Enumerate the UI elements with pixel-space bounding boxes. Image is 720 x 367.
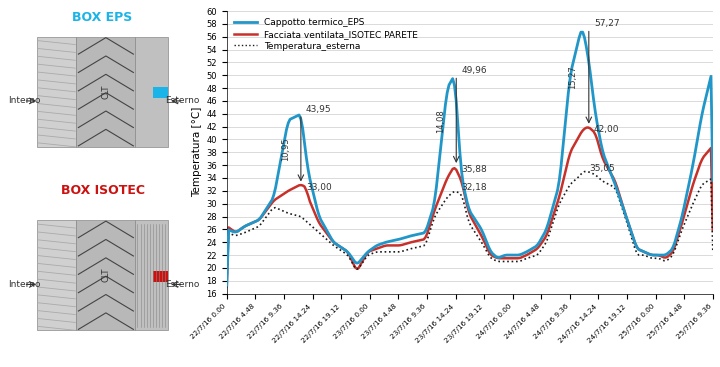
Text: 14,08: 14,08 — [436, 109, 445, 132]
Bar — [76, 220, 135, 330]
Legend: Cappotto termico_EPS, Facciata ventilata_ISOTEC PARETE, Temperatura_esterna: Cappotto termico_EPS, Facciata ventilata… — [231, 15, 420, 53]
Text: Interno: Interno — [8, 97, 41, 105]
Text: 42,00: 42,00 — [594, 126, 619, 134]
Bar — [37, 37, 76, 147]
Text: BOX ISOTEC: BOX ISOTEC — [60, 184, 145, 196]
Bar — [153, 87, 168, 98]
Text: 49,96: 49,96 — [462, 66, 487, 75]
Bar — [153, 271, 168, 282]
Bar — [135, 220, 168, 330]
Text: 43,95: 43,95 — [306, 105, 332, 113]
Bar — [37, 220, 76, 330]
Text: Interno: Interno — [8, 280, 41, 289]
Text: 57,27: 57,27 — [594, 19, 620, 28]
Text: 15,27: 15,27 — [569, 66, 577, 90]
Text: 35,88: 35,88 — [462, 165, 487, 174]
Text: CLT: CLT — [102, 268, 110, 283]
Text: 10,95: 10,95 — [281, 138, 289, 161]
Text: 35,05: 35,05 — [590, 164, 616, 173]
Text: Esterno: Esterno — [165, 97, 199, 105]
Y-axis label: Temperatura [°C]: Temperatura [°C] — [192, 107, 202, 197]
Text: 32,18: 32,18 — [462, 183, 487, 192]
Bar — [135, 37, 168, 147]
Text: CLT: CLT — [102, 84, 110, 99]
Text: Esterno: Esterno — [165, 280, 199, 289]
Text: BOX EPS: BOX EPS — [73, 11, 132, 24]
Bar — [76, 37, 135, 147]
Text: 33,00: 33,00 — [306, 183, 332, 192]
